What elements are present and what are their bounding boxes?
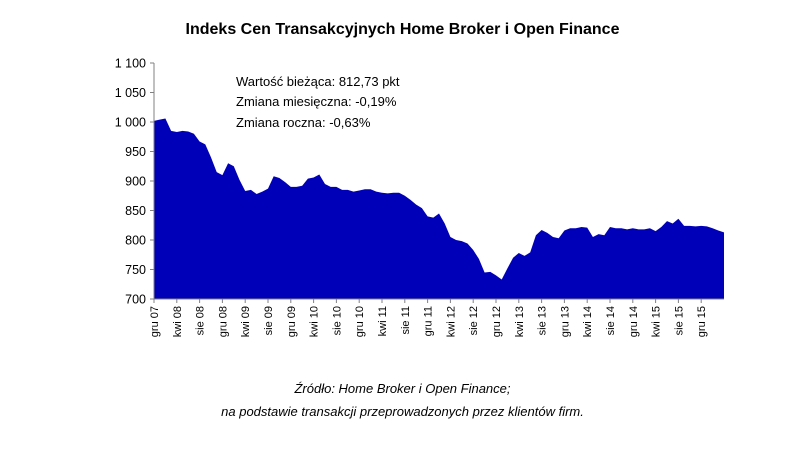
annotation-monthly-change: Zmiana miesięczna: -0,19% <box>236 94 397 109</box>
x-tick-label: kwi 12 <box>445 306 457 337</box>
y-tick-label: 1 100 <box>115 57 146 71</box>
y-tick-label: 950 <box>125 145 146 159</box>
x-tick-label: kwi 14 <box>582 306 594 337</box>
y-tick-label: 800 <box>125 234 146 248</box>
x-tick-label: kwi 08 <box>172 306 184 337</box>
x-tick-label: gru 14 <box>628 306 640 337</box>
x-tick-label: sie 12 <box>468 306 480 335</box>
x-tick-label: gru 10 <box>354 306 366 337</box>
x-tick-label: kwi 11 <box>377 306 389 336</box>
x-tick-label: sie 14 <box>605 306 617 335</box>
x-tick-label: gru 07 <box>149 306 161 337</box>
axes <box>153 63 724 300</box>
x-tick-label: sie 15 <box>673 306 685 335</box>
annotation-current-value: Wartość bieżąca: 812,73 pkt <box>236 74 400 89</box>
x-axis: gru 07 kwi 08 sie 08 gru 08 kwi 09 sie 09 gru … <box>149 299 708 337</box>
x-tick-label: gru 15 <box>696 306 708 337</box>
y-tick-label: 750 <box>125 263 146 277</box>
x-tick-label: kwi 09 <box>240 306 252 337</box>
x-tick-label: gru 09 <box>286 306 298 337</box>
y-tick-label: 850 <box>125 204 146 218</box>
x-tick-label: kwi 15 <box>651 306 663 337</box>
x-tick-label: kwi 13 <box>514 306 526 337</box>
y-tick-label: 700 <box>125 293 146 307</box>
y-axis: 1 100 1 050 1 000 950 900 850 800 750 700 <box>115 57 154 307</box>
x-tick-label: gru 12 <box>491 306 503 337</box>
x-tick-label: sie 10 <box>331 306 343 335</box>
chart-title: Indeks Cen Transakcyjnych Home Broker i … <box>185 21 620 38</box>
x-tick-label: gru 13 <box>559 306 571 337</box>
x-tick-label: sie 11 <box>400 306 412 335</box>
source-note-line-2: na podstawie transakcji przeprowadzonych… <box>221 404 584 419</box>
annotation-box: Wartość bieżąca: 812,73 pkt Zmiana miesi… <box>236 74 400 130</box>
plot-area <box>154 118 724 300</box>
x-tick-label: sie 13 <box>537 306 549 335</box>
source-note-line-1: Źródło: Home Broker i Open Finance; <box>294 381 511 396</box>
x-tick-label: gru 08 <box>217 306 229 337</box>
y-tick-label: 1 050 <box>115 86 146 100</box>
x-tick-label: gru 11 <box>423 306 435 336</box>
x-tick-label: sie 08 <box>195 306 207 335</box>
y-tick-label: 900 <box>125 175 146 189</box>
area-series <box>154 118 724 300</box>
y-tick-label: 1 000 <box>115 116 146 130</box>
annotation-yearly-change: Zmiana roczna: -0,63% <box>236 115 371 130</box>
x-tick-label: sie 09 <box>263 306 275 335</box>
x-tick-label: kwi 10 <box>309 306 321 337</box>
